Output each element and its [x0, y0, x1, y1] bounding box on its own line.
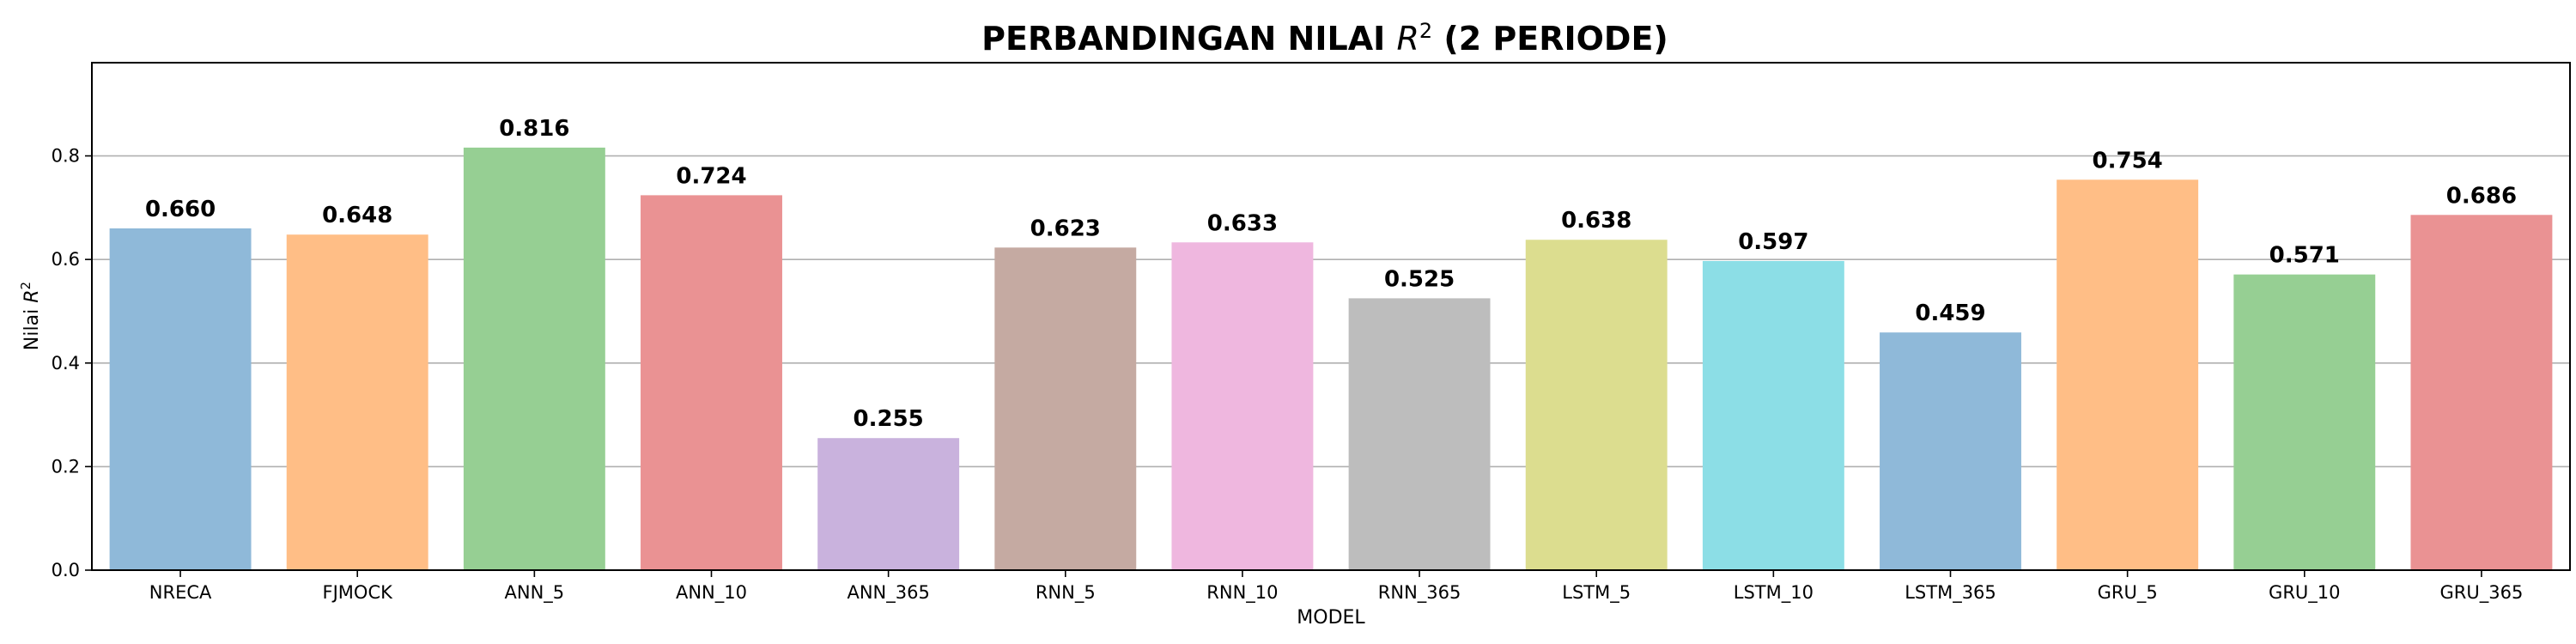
bar-value-label: 0.597: [1738, 229, 1808, 255]
bar-lstm-5: [1525, 240, 1668, 570]
bar-value-label: 0.724: [676, 163, 746, 189]
x-tick-label: LSTM_5: [1562, 582, 1631, 604]
bar-value-label: 0.754: [2093, 148, 2163, 173]
bar-value-label: 0.648: [322, 203, 392, 228]
bar-fjmock: [286, 234, 428, 570]
x-tick-label: RNN_5: [1036, 582, 1096, 604]
x-tick-label: RNN_365: [1378, 582, 1461, 604]
x-tick-label: ANN_365: [847, 582, 929, 604]
y-tick-label: 0.0: [52, 560, 80, 580]
chart-title-suffix: (2 PERIODE): [1432, 20, 1668, 58]
x-tick-label: GRU_10: [2269, 582, 2340, 604]
y-axis-label: Nilai R2: [18, 282, 43, 350]
bar-rnn-365: [1348, 298, 1491, 570]
x-tick-labels: NRECA FJMOCK ANN_5 ANN_10 ANN_365 RNN_5 RNN_10…: [149, 570, 2524, 604]
x-tick-label: GRU_5: [2098, 582, 2158, 604]
bar-gru-365: [2410, 215, 2553, 571]
x-tick-label: LSTM_10: [1734, 582, 1814, 604]
bar-value-label: 0.638: [1561, 208, 1631, 234]
bar-value-label: 0.571: [2269, 243, 2340, 269]
x-axis-label: MODEL: [1297, 607, 1365, 629]
y-tick-label: 0.4: [52, 353, 80, 374]
x-tick-label: RNN_10: [1206, 582, 1278, 604]
bar-value-label: 0.686: [2446, 183, 2517, 209]
bar-value-label: 0.525: [1384, 266, 1455, 292]
bar-ann-365: [817, 438, 960, 570]
x-tick-label: GRU_365: [2440, 582, 2524, 604]
bars: [109, 147, 2553, 571]
bar-value-labels: 0.660 0.648 0.816 0.724 0.255 0.623 0.633 0.525…: [145, 116, 2517, 432]
chart-title-superscript: 2: [1419, 19, 1432, 43]
chart-title-symbol: R: [1396, 20, 1419, 58]
y-tick-label: 0.8: [52, 146, 80, 167]
bar-lstm-365: [1880, 332, 2021, 570]
y-tick-label: 0.2: [52, 456, 80, 477]
x-tick-label: LSTM_365: [1905, 582, 1996, 604]
bar-rnn-10: [1171, 242, 1314, 570]
y-tick-labels: 0.0 0.2 0.4 0.6 0.8: [52, 146, 92, 580]
bar-value-label: 0.459: [1915, 301, 1985, 326]
bar-lstm-10: [1702, 260, 1844, 570]
bar-value-label: 0.816: [499, 116, 569, 142]
chart-title-prefix: PERBANDINGAN NILAI: [981, 20, 1396, 58]
y-axis-label-prefix: Nilai: [21, 303, 43, 350]
y-axis-label-superscript: 2: [18, 282, 33, 290]
y-axis-label-symbol: R: [21, 289, 43, 302]
bar-value-label: 0.660: [145, 197, 216, 222]
bar-gru-10: [2233, 274, 2376, 570]
x-tick-label: NRECA: [149, 582, 212, 603]
y-tick-label: 0.6: [52, 249, 80, 270]
bar-ann-5: [463, 147, 605, 570]
x-tick-label: FJMOCK: [323, 582, 394, 603]
chart-title: PERBANDINGAN NILAI R2 (2 PERIODE): [981, 19, 1668, 58]
bar-value-label: 0.623: [1030, 216, 1101, 241]
bar-ann-10: [641, 195, 782, 570]
bar-value-label: 0.633: [1207, 210, 1278, 236]
bar-gru-5: [2057, 179, 2199, 570]
x-tick-label: ANN_10: [676, 582, 747, 604]
bar-value-label: 0.255: [854, 406, 924, 432]
bar-rnn-5: [994, 247, 1137, 570]
bar-nreca: [109, 228, 252, 570]
x-tick-label: ANN_5: [505, 582, 565, 604]
plot-frame: [91, 62, 2571, 571]
